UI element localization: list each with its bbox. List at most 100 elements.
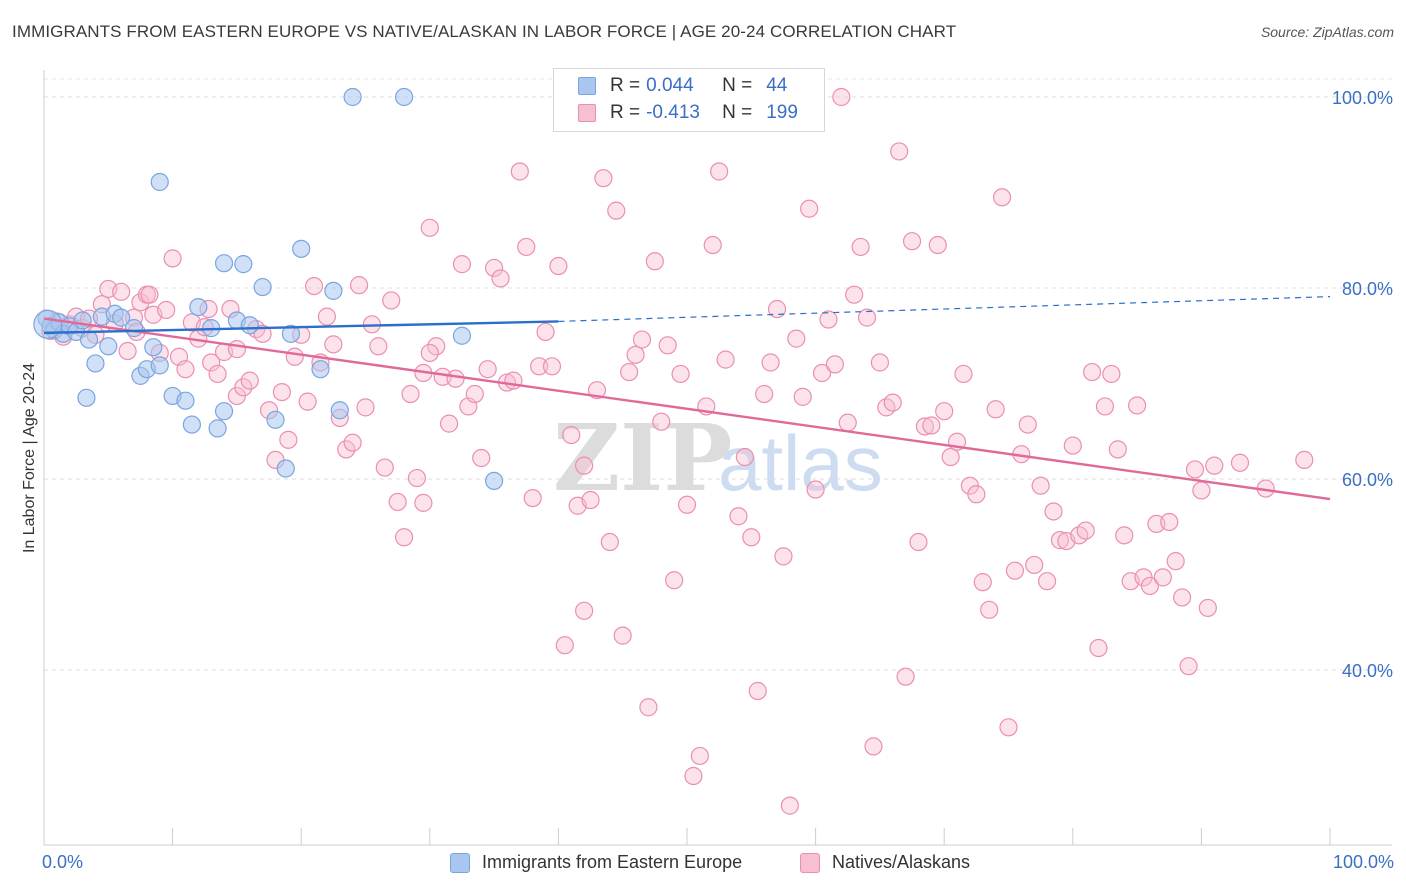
blue-point	[150, 172, 169, 192]
pink-point	[202, 353, 221, 372]
blue-point	[182, 415, 201, 434]
pink-point	[896, 667, 915, 686]
pink-point	[761, 353, 780, 372]
pink-point	[510, 162, 529, 181]
pink-point	[234, 378, 253, 397]
pink-point	[613, 626, 632, 645]
pink-point	[356, 398, 375, 417]
pink-point	[742, 528, 761, 547]
blue-point	[311, 360, 330, 379]
blue-point	[99, 337, 118, 356]
legend-label: Immigrants from Eastern Europe	[482, 852, 743, 872]
pink-point	[407, 468, 427, 488]
pink-point	[555, 636, 574, 655]
pink-point	[1173, 588, 1192, 607]
pink-point	[806, 480, 825, 499]
stats-legend-row-pink: R = -0.413 N = 199	[578, 102, 798, 124]
legend-item-natives: Natives/Alaskans	[800, 852, 970, 873]
pink-point	[549, 256, 568, 276]
pink-point	[285, 347, 304, 366]
pink-point	[562, 425, 581, 445]
blue-swatch-icon	[578, 77, 596, 95]
pink-point	[1018, 415, 1037, 434]
pink-point	[298, 392, 317, 411]
pink-point	[1076, 521, 1095, 540]
pink-point	[639, 698, 658, 717]
pink-point	[324, 335, 343, 354]
pink-point	[883, 393, 902, 412]
blue-point	[77, 388, 96, 407]
pink-point	[870, 353, 890, 372]
blue-point	[394, 87, 414, 107]
pink-point	[652, 412, 671, 431]
pink-point	[1037, 572, 1057, 591]
pink-point	[401, 384, 420, 404]
blue-point	[150, 356, 169, 375]
pink-point	[999, 718, 1018, 737]
legend-label: Natives/Alaskans	[832, 852, 971, 872]
pink-point	[767, 299, 787, 319]
pink-point	[665, 571, 684, 590]
pink-point	[735, 447, 754, 467]
pink-point	[1166, 552, 1185, 571]
pink-point	[819, 310, 838, 329]
pink-point	[1050, 531, 1070, 550]
pink-point	[600, 532, 619, 552]
pink-point	[710, 162, 729, 181]
pink-point	[388, 492, 407, 512]
pink-point	[1115, 526, 1134, 545]
pink-point	[980, 600, 999, 619]
pink-point	[157, 300, 176, 320]
pink-point	[1295, 450, 1314, 469]
x-tick-label-max: 100.0%	[1332, 852, 1394, 872]
pink-point	[922, 416, 941, 435]
pink-point	[992, 188, 1012, 207]
pink-point	[536, 322, 555, 342]
stats-legend: R = 0.044 N = 44 R = -0.413 N = 199	[553, 68, 825, 132]
pink-point	[1025, 555, 1044, 575]
blue-point	[266, 410, 285, 429]
blue-point	[276, 459, 295, 478]
pink-point	[857, 308, 877, 327]
n-label: N =	[722, 102, 753, 123]
pink-point	[208, 364, 227, 384]
blue-point	[330, 401, 349, 420]
pink-point	[703, 235, 722, 255]
n-value: 199	[766, 102, 798, 123]
pink-point	[1031, 476, 1050, 495]
pink-point	[140, 285, 159, 304]
blue-point	[79, 330, 99, 349]
pink-point	[581, 490, 600, 510]
pink-point	[317, 307, 337, 326]
n-value: 44	[766, 75, 788, 96]
y-tick-label: 80.0%	[1342, 279, 1393, 299]
pink-point	[517, 237, 536, 257]
pink-point	[118, 341, 137, 361]
stats-legend-row-blue: R = 0.044 N = 44	[578, 75, 787, 97]
pink-point	[671, 364, 690, 384]
blue-point	[208, 419, 227, 438]
pink-trend-line	[43, 317, 1331, 501]
pink-point	[1192, 481, 1211, 500]
pink-point	[253, 324, 272, 343]
pink-point	[420, 343, 439, 363]
pink-point	[176, 360, 195, 379]
blue-point	[452, 326, 472, 345]
y-tick-label: 100.0%	[1332, 88, 1393, 108]
blue-point	[176, 391, 195, 410]
pink-point	[1230, 453, 1250, 472]
pink-point	[812, 363, 832, 383]
blue-trend-extension	[558, 295, 1331, 323]
pink-point	[227, 340, 246, 359]
pink-point	[626, 345, 645, 364]
blue-point	[324, 281, 343, 300]
pink-point	[935, 402, 954, 421]
blue-point	[281, 324, 301, 343]
pink-point	[575, 601, 594, 620]
pink-point	[1153, 568, 1172, 587]
legend-item-immigrants: Immigrants from Eastern Europe	[450, 852, 742, 873]
pink-point	[375, 458, 394, 477]
pink-point	[452, 255, 472, 274]
source-credit: Source: ZipAtlas.com	[1260, 24, 1394, 40]
